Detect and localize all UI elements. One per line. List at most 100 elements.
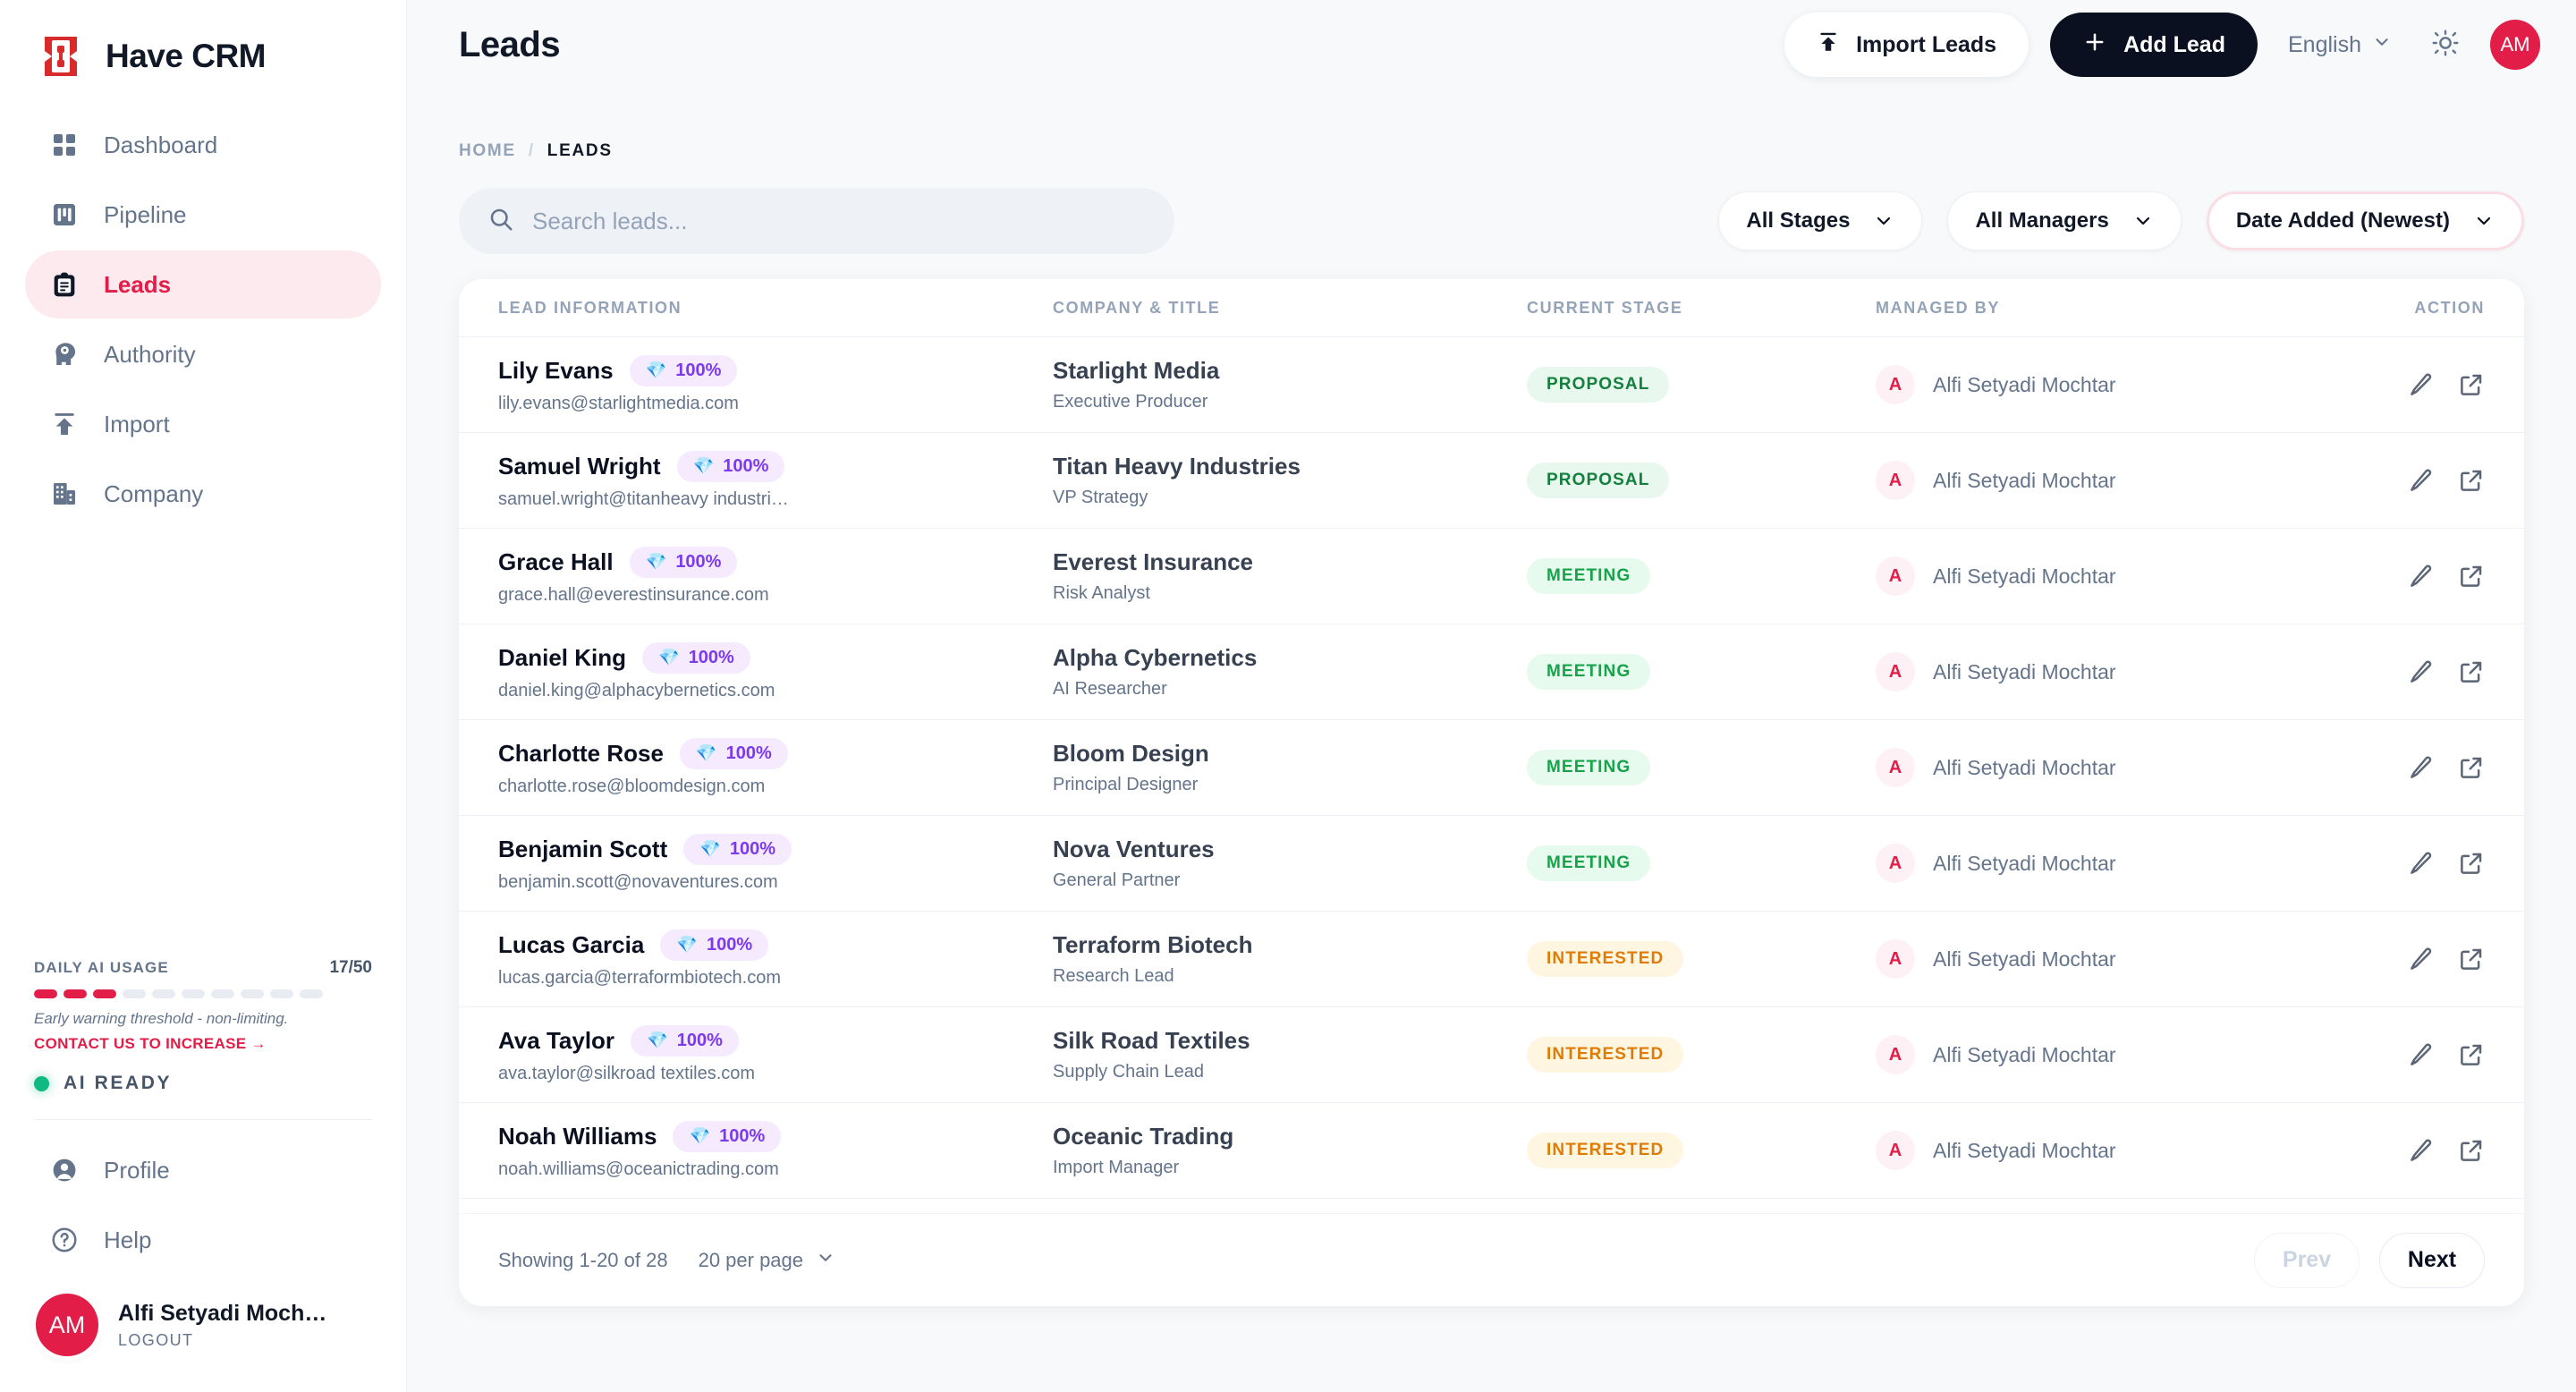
manager: A Alfi Setyadi Mochtar [1876, 844, 2324, 883]
edit-pencil-icon[interactable] [2408, 371, 2435, 398]
open-external-icon[interactable] [2458, 754, 2485, 781]
edit-pencil-icon[interactable] [2408, 467, 2435, 494]
lead-name-row: Benjamin Scott 💎 100% [498, 834, 1053, 865]
manager: A Alfi Setyadi Mochtar [1876, 652, 2324, 692]
open-external-icon[interactable] [2458, 1041, 2485, 1068]
open-external-icon[interactable] [2458, 371, 2485, 398]
leads-table-card: LEAD INFORMATION COMPANY & TITLE CURRENT… [459, 279, 2524, 1306]
cell-action [2324, 1137, 2485, 1164]
table-row[interactable]: Grace Hall 💎 100% grace.hall@everestinsuran… [459, 528, 2524, 624]
lead-name-row: Lily Evans 💎 100% [498, 355, 1053, 386]
table-row[interactable]: Lily Evans 💎 100% lily.evans@starlightmedia… [459, 336, 2524, 432]
table-row[interactable]: Ava Taylor 💎 100% ava.taylor@silkroad texti… [459, 1006, 2524, 1102]
avatar: A [1876, 1131, 1915, 1170]
cell-managed-by: A Alfi Setyadi Mochtar [1876, 461, 2324, 500]
stage-filter-select[interactable]: All Stages [1718, 191, 1923, 250]
cell-current-stage: INTERESTED [1527, 941, 1876, 977]
cell-current-stage: MEETING [1527, 845, 1876, 881]
edit-pencil-icon[interactable] [2408, 946, 2435, 972]
edit-pencil-icon[interactable] [2408, 563, 2435, 590]
sidebar-item-dashboard[interactable]: Dashboard [25, 111, 381, 179]
edit-pencil-icon[interactable] [2408, 850, 2435, 877]
sidebar-item-label: Authority [104, 340, 196, 368]
manager-name: Alfi Setyadi Mochtar [1933, 946, 2116, 971]
table-row[interactable]: Noah Williams 💎 100% noah.williams@oceanict… [459, 1102, 2524, 1198]
sidebar-item-help[interactable]: Help [25, 1206, 381, 1274]
brand-name: Have CRM [106, 38, 267, 74]
lead-score-value: 100% [719, 1126, 766, 1146]
cell-lead-information: Grace Hall 💎 100% grace.hall@everestinsuran… [498, 547, 1053, 606]
open-external-icon[interactable] [2458, 563, 2485, 590]
sidebar-item-authority[interactable]: Authority [25, 320, 381, 388]
search-box[interactable] [459, 188, 1174, 254]
lead-score-badge: 💎 100% [683, 834, 792, 865]
brand[interactable]: Have CRM [0, 0, 406, 89]
sidebar-profile-card[interactable]: AM Alfi Setyadi Moch… LOGOUT [0, 1274, 406, 1392]
ai-usage-panel: DAILY AI USAGE 17/50 Early warning thres… [0, 958, 406, 1094]
edit-pencil-icon[interactable] [2408, 754, 2435, 781]
edit-pencil-icon[interactable] [2408, 658, 2435, 685]
lead-name-row: Samuel Wright 💎 100% [498, 451, 1053, 482]
sidebar-item-label: Profile [104, 1156, 170, 1184]
language-label: English [2288, 31, 2361, 57]
edit-pencil-icon[interactable] [2408, 1041, 2435, 1068]
logout-button[interactable]: LOGOUT [118, 1331, 194, 1350]
per-page-select[interactable]: 20 per page [699, 1248, 835, 1273]
open-external-icon[interactable] [2458, 467, 2485, 494]
theme-toggle-button[interactable] [2422, 21, 2469, 68]
open-external-icon[interactable] [2458, 850, 2485, 877]
user-avatar-button[interactable]: AM [2490, 20, 2540, 70]
manager-name: Alfi Setyadi Mochtar [1933, 1138, 2116, 1162]
sidebar-item-pipeline[interactable]: Pipeline [25, 181, 381, 249]
open-external-icon[interactable] [2458, 946, 2485, 972]
company-title: General Partner [1053, 870, 1181, 890]
contact-us-to-increase-link[interactable]: CONTACT US TO INCREASE → [34, 1035, 267, 1052]
table-row[interactable]: Samuel Wright 💎 100% samuel.wright@titanhea… [459, 432, 2524, 528]
manager-filter-value: All Managers [1975, 208, 2109, 233]
upload-icon [1817, 30, 1840, 60]
next-page-button[interactable]: Next [2379, 1232, 2485, 1288]
manager-filter-select[interactable]: All Managers [1947, 191, 2182, 250]
breadcrumb: HOME / LEADS [407, 89, 2576, 161]
edit-pencil-icon[interactable] [2408, 1137, 2435, 1164]
breadcrumb-home[interactable]: HOME [459, 141, 516, 160]
table-row[interactable]: Lucas Garcia 💎 100% lucas.garcia@terraformb… [459, 911, 2524, 1006]
lead-score-badge: 💎 100% [673, 1121, 782, 1152]
sidebar-item-company[interactable]: Company [25, 460, 381, 528]
open-external-icon[interactable] [2458, 1137, 2485, 1164]
sidebar-item-label: Help [104, 1226, 152, 1253]
cell-company-title: Alpha Cybernetics AI Researcher [1053, 644, 1527, 700]
lead-score-badge: 💎 100% [642, 642, 750, 674]
lead-email: benjamin.scott@novaventures.com [498, 872, 778, 892]
prev-page-button[interactable]: Prev [2254, 1232, 2360, 1288]
import-leads-label: Import Leads [1856, 31, 1997, 57]
language-selector[interactable]: English [2279, 32, 2401, 58]
open-external-icon[interactable] [2458, 658, 2485, 685]
table-row[interactable]: Benjamin Scott 💎 100% benjamin.scott@novave… [459, 815, 2524, 911]
sort-select[interactable]: Date Added (Newest) [2206, 191, 2524, 250]
lead-score-badge: 💎 100% [631, 1025, 739, 1057]
table-row[interactable]: Charlotte Rose 💎 100% charlotte.rose@bloomd… [459, 719, 2524, 815]
stage-filter-value: All Stages [1746, 208, 1851, 233]
company-title: Import Manager [1053, 1158, 1180, 1177]
import-leads-button[interactable]: Import Leads [1784, 13, 2029, 77]
cell-current-stage: INTERESTED [1527, 1133, 1876, 1168]
table-row[interactable]: Daniel King 💎 100% daniel.king@alphacyberne… [459, 624, 2524, 719]
lead-name-row: Lucas Garcia 💎 100% [498, 929, 1053, 961]
company-name: Silk Road Textiles [1053, 1027, 1250, 1054]
company-name: Bloom Design [1053, 740, 1209, 767]
sidebar-item-label: Dashboard [104, 131, 218, 158]
per-page-value: 20 per page [698, 1248, 804, 1271]
lead-score-value: 100% [676, 1031, 723, 1050]
search-input[interactable] [532, 207, 1146, 235]
cell-action [2324, 1041, 2485, 1068]
cell-company-title: Everest Insurance Risk Analyst [1053, 548, 1527, 604]
column-header-stage: CURRENT STAGE [1527, 298, 1683, 317]
header-actions: Import Leads Add Lead English [1784, 13, 2540, 77]
sidebar-item-profile[interactable]: Profile [25, 1136, 381, 1204]
add-lead-button[interactable]: Add Lead [2050, 13, 2258, 77]
sidebar-item-import[interactable]: Import [25, 390, 381, 458]
manager-name: Alfi Setyadi Mochtar [1933, 659, 2116, 683]
sidebar-item-leads[interactable]: Leads [25, 250, 381, 318]
pagination: Prev Next [2254, 1232, 2485, 1288]
